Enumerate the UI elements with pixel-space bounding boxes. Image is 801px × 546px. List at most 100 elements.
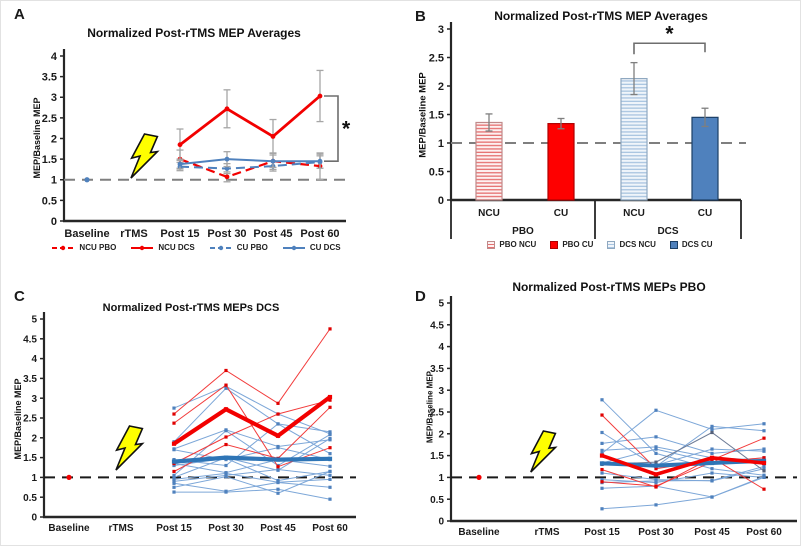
individual-subject-line-blue bbox=[173, 423, 331, 467]
data-point-marker bbox=[275, 433, 281, 438]
data-point-marker bbox=[328, 452, 332, 456]
individual-subject-line-blue bbox=[173, 429, 331, 450]
data-point-marker bbox=[654, 467, 658, 471]
data-point-marker bbox=[224, 442, 228, 447]
legend-item-cu-pbo: CU PBO bbox=[209, 243, 268, 252]
significance-asterisk: * bbox=[342, 118, 351, 141]
data-point-marker bbox=[276, 446, 280, 450]
y-tick-label: 2.5 bbox=[429, 52, 444, 64]
legend-square-swatch bbox=[607, 240, 616, 249]
data-point-marker bbox=[224, 435, 228, 439]
data-point-marker bbox=[599, 461, 605, 466]
series-line-cu-dcs bbox=[179, 158, 320, 166]
data-point-marker bbox=[224, 368, 228, 373]
line-chart-a: 0 0.5 1 1.5 2 2.5 3 3.5 4 Baseline rTMS Post 15 Post… bbox=[42, 49, 351, 240]
chart-legend-a: NCU PBO NCU DCS CU PBO CU DCS bbox=[46, 243, 346, 252]
data-point-marker bbox=[172, 490, 176, 494]
x-category-label: Post 60 bbox=[746, 527, 782, 538]
data-point-marker bbox=[270, 158, 276, 164]
individual-subject-line-red bbox=[601, 457, 765, 490]
data-point-marker bbox=[761, 458, 767, 463]
data-point-marker bbox=[224, 386, 228, 390]
individual-subject-line-blue bbox=[173, 387, 331, 443]
x-category-label: Baseline bbox=[48, 523, 90, 534]
data-point-marker bbox=[654, 479, 658, 483]
data-point-marker bbox=[762, 467, 766, 471]
data-point-marker bbox=[172, 485, 176, 489]
data-point-marker bbox=[762, 456, 766, 460]
series-line-cu-dcs-average bbox=[173, 455, 331, 464]
data-point-marker bbox=[600, 467, 604, 472]
y-tick-label: 2 bbox=[31, 433, 37, 444]
bar-ncu-2 bbox=[620, 77, 648, 201]
data-point-marker bbox=[328, 469, 332, 474]
series-line-ncu-dcs bbox=[179, 94, 321, 146]
data-point-marker bbox=[710, 430, 714, 435]
legend-square-swatch bbox=[487, 240, 496, 249]
data-point-marker bbox=[328, 398, 332, 402]
data-point-marker bbox=[710, 424, 714, 428]
y-tick-label: 0.5 bbox=[23, 493, 37, 504]
data-point-marker bbox=[762, 487, 766, 491]
individual-subject-line-blue bbox=[601, 472, 765, 484]
panel-letter-a: A bbox=[14, 6, 25, 23]
data-point-marker bbox=[600, 477, 604, 482]
legend-label: CU PBO bbox=[236, 243, 268, 252]
data-point-marker bbox=[317, 158, 323, 164]
panel-b: B Normalized Post-rTMS MEP Averages MEP/… bbox=[401, 1, 800, 274]
data-point-marker bbox=[328, 405, 332, 409]
data-point-marker bbox=[654, 481, 658, 485]
data-point-marker bbox=[710, 471, 714, 475]
individual-subject-line-blue bbox=[174, 488, 331, 500]
y-tick-label: 4 bbox=[51, 51, 58, 63]
legend-item-pbo-cu: PBO CU bbox=[550, 240, 593, 249]
data-point-marker bbox=[224, 106, 230, 112]
legend-label: PBO CU bbox=[562, 240, 594, 249]
data-point-marker bbox=[177, 142, 183, 148]
y-tick-label: 2.5 bbox=[42, 113, 57, 125]
data-point-marker bbox=[600, 448, 604, 452]
legend-label: DCS CU bbox=[681, 240, 713, 249]
data-point-marker bbox=[762, 469, 766, 473]
y-tick-label: 1.5 bbox=[430, 451, 444, 462]
x-category-label: rTMS bbox=[109, 523, 134, 534]
legend-swatch-marker bbox=[140, 245, 145, 250]
lightning-bolt-icon bbox=[529, 430, 558, 473]
data-point-marker bbox=[224, 490, 228, 494]
lightning-bolt-icon bbox=[115, 425, 145, 471]
x-category-label: Post 45 bbox=[694, 527, 730, 538]
data-point-marker bbox=[172, 481, 176, 485]
data-point-marker bbox=[762, 422, 766, 426]
individual-subject-line-blue bbox=[173, 438, 331, 478]
data-point-marker bbox=[600, 486, 604, 490]
line-chart-d: 0 0.5 1 1.5 2 2.5 3 3.5 4 4.5 5 Baseline rTMS Post 15… bbox=[430, 296, 797, 538]
y-tick-label: 2.5 bbox=[23, 414, 37, 425]
x-category-label: Post 15 bbox=[160, 228, 199, 240]
data-point-marker bbox=[654, 460, 658, 464]
y-tick-label: 0.5 bbox=[430, 495, 444, 506]
data-point-marker bbox=[600, 471, 604, 475]
individual-subject-line-red bbox=[173, 328, 331, 415]
line-chart-c: 0 0.5 1 1.5 2 2.5 3 3.5 4 4.5 5 Baseline rTMS Post 15… bbox=[23, 312, 356, 534]
baseline-point-marker bbox=[66, 474, 72, 480]
panel-letter-b: B bbox=[415, 8, 426, 25]
data-point-marker bbox=[171, 459, 177, 464]
x-category-label: Post 45 bbox=[253, 228, 292, 240]
data-point-marker bbox=[328, 430, 332, 434]
data-point-marker bbox=[276, 412, 280, 416]
legend-swatch-marker bbox=[61, 245, 66, 250]
individual-subject-line-blue bbox=[173, 457, 331, 482]
data-point-marker bbox=[172, 448, 176, 452]
data-point-marker bbox=[762, 474, 766, 479]
individual-subject-line-blue bbox=[601, 476, 765, 510]
data-point-marker bbox=[762, 464, 766, 469]
data-point-marker bbox=[710, 467, 714, 471]
data-point-marker bbox=[276, 480, 280, 485]
data-point-marker bbox=[710, 447, 714, 451]
data-point-marker bbox=[224, 166, 230, 172]
data-point-marker bbox=[270, 134, 276, 139]
bar-cu-3 bbox=[691, 116, 719, 201]
chart-title-d: Normalized Post-rTMS MEPs PBO bbox=[512, 280, 706, 294]
y-tick-label: 0 bbox=[438, 517, 444, 528]
data-point-marker bbox=[276, 467, 280, 472]
